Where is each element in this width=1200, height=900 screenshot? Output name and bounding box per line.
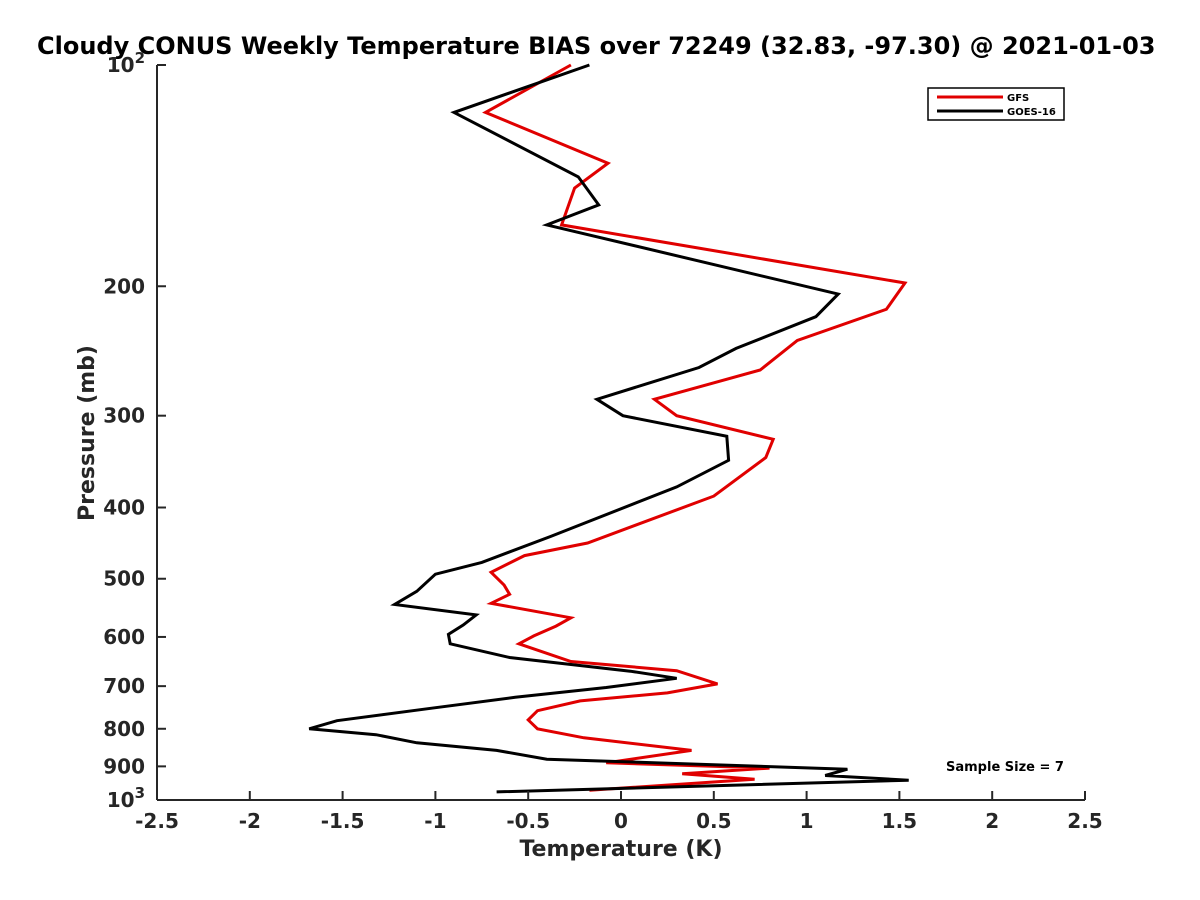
x-tick-label: 1.5 — [882, 809, 917, 833]
y-tick-label: 800 — [103, 717, 145, 741]
x-tick-label: 1 — [800, 809, 814, 833]
y-tick-label: 102 — [107, 49, 145, 77]
x-tick-label: -2.5 — [135, 809, 179, 833]
chart-title: Cloudy CONUS Weekly Temperature BIAS ove… — [37, 32, 1155, 60]
y-tick-label: 200 — [103, 274, 145, 298]
x-tick-label: -0.5 — [506, 809, 550, 833]
x-tick-label: 0.5 — [696, 809, 731, 833]
x-tick-label: -2 — [239, 809, 261, 833]
x-axis-ticks: -2.5 -2 -1.5 -1 -0.5 0 0.5 1 1.5 2 2.5 — [135, 791, 1103, 833]
sample-size-annotation: Sample Size = 7 — [946, 760, 1064, 775]
y-tick-label: 300 — [103, 404, 145, 428]
y-tick-label: 900 — [103, 754, 145, 778]
x-tick-label: 2 — [985, 809, 999, 833]
x-axis-label: Temperature (K) — [519, 837, 722, 862]
series-line-gfs — [482, 63, 908, 792]
legend: GFS GOES-16 — [927, 87, 1065, 121]
y-tick-label: 500 — [103, 567, 145, 591]
y-axis-ticks: 102 200 300 400 500 600 700 800 900 103 — [103, 49, 166, 812]
x-tick-label: -1.5 — [321, 809, 365, 833]
y-tick-label: 400 — [103, 496, 145, 520]
legend-label-gfs: GFS — [1007, 93, 1029, 104]
y-tick-label: 700 — [103, 674, 145, 698]
legend-box — [927, 87, 1065, 121]
series-line-goes16 — [308, 63, 909, 794]
y-axis-label: Pressure (mb) — [75, 345, 100, 521]
x-tick-label: -1 — [424, 809, 446, 833]
legend-label-goes16: GOES-16 — [1007, 107, 1056, 118]
x-tick-label: 0 — [614, 809, 628, 833]
y-tick-label: 103 — [107, 784, 145, 812]
series-layer — [308, 63, 909, 794]
y-tick-label: 600 — [103, 625, 145, 649]
x-tick-label: 2.5 — [1067, 809, 1102, 833]
